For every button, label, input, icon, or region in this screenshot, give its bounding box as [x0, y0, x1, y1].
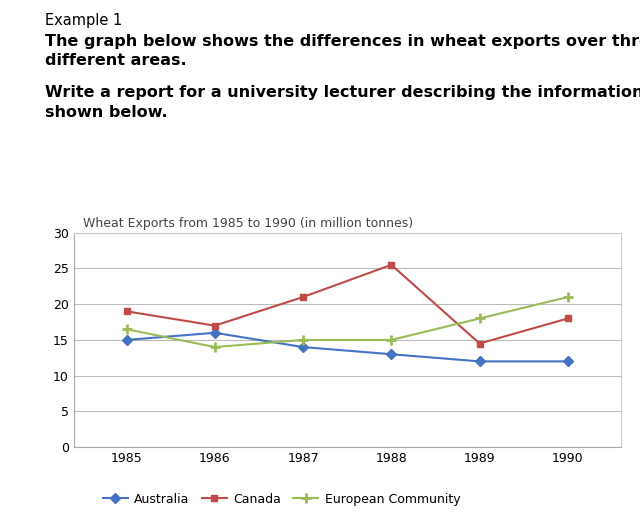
Line: Australia: Australia	[123, 329, 572, 365]
European Community	[211, 344, 219, 350]
Australia	[387, 351, 395, 357]
Australia	[211, 330, 219, 336]
European Community	[476, 315, 483, 322]
Canada	[300, 294, 307, 300]
Text: Example 1: Example 1	[45, 13, 122, 28]
European Community	[123, 326, 131, 332]
Text: The graph below shows the differences in wheat exports over three
different area: The graph below shows the differences in…	[45, 34, 640, 68]
Text: Wheat Exports from 1985 to 1990 (in million tonnes): Wheat Exports from 1985 to 1990 (in mill…	[83, 217, 413, 230]
Australia	[300, 344, 307, 350]
Canada	[564, 315, 572, 322]
European Community	[300, 337, 307, 343]
Australia	[564, 358, 572, 364]
Australia	[476, 358, 483, 364]
Canada	[211, 323, 219, 329]
Canada	[387, 262, 395, 268]
Legend: Australia, Canada, European Community: Australia, Canada, European Community	[98, 488, 465, 511]
Line: Canada: Canada	[123, 262, 572, 347]
Text: Write a report for a university lecturer describing the information
shown below.: Write a report for a university lecturer…	[45, 85, 640, 120]
Australia	[123, 337, 131, 343]
European Community	[564, 294, 572, 300]
Canada	[123, 308, 131, 314]
European Community	[387, 337, 395, 343]
Line: European Community: European Community	[122, 292, 573, 352]
Canada	[476, 340, 483, 346]
